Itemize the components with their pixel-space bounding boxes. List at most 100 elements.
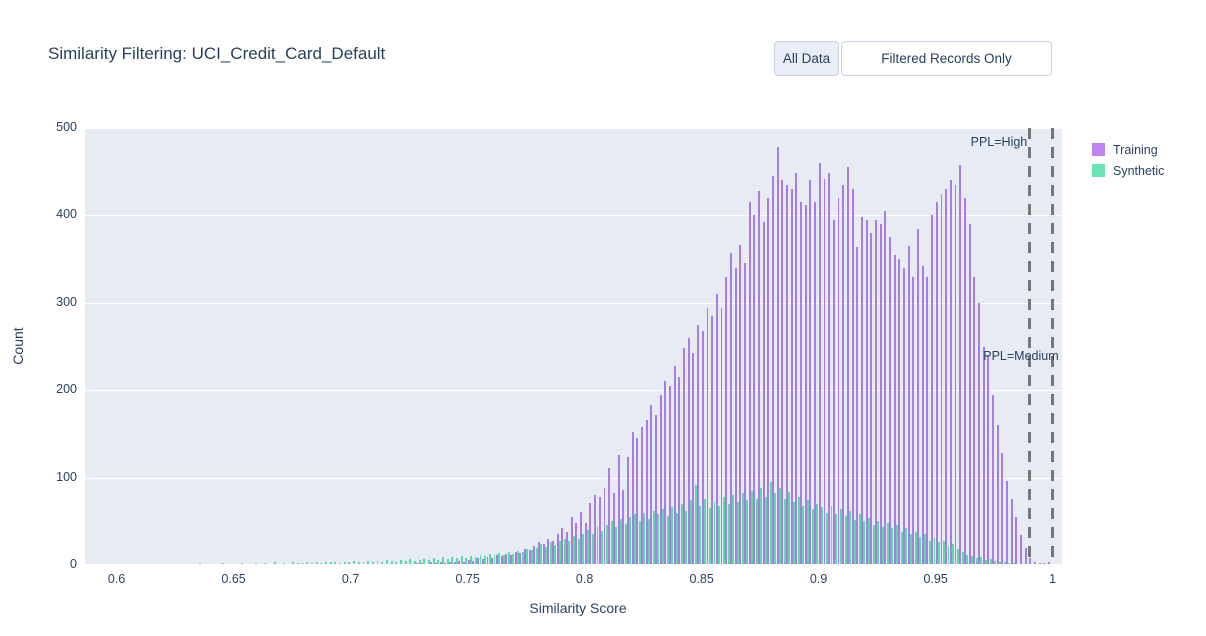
histogram-bar-synthetic <box>442 557 445 565</box>
histogram-bar-training <box>991 394 994 565</box>
histogram-bar-training <box>804 204 807 565</box>
y-tick-label: 200 <box>56 382 77 397</box>
histogram-bar-synthetic <box>596 526 599 565</box>
all-data-button[interactable]: All Data <box>774 41 839 76</box>
histogram-bar-synthetic <box>765 496 767 565</box>
legend-item-synthetic[interactable]: Synthetic <box>1092 160 1164 181</box>
histogram-bar-synthetic <box>835 514 838 565</box>
histogram-bar-synthetic <box>423 558 426 565</box>
histogram-bar-synthetic <box>474 557 477 565</box>
legend-item-training[interactable]: Training <box>1092 139 1164 160</box>
histogram-bar-training <box>1048 561 1051 565</box>
histogram-bar-training <box>467 559 470 565</box>
histogram-bar-synthetic <box>381 561 384 565</box>
histogram-bar-training <box>1024 547 1027 565</box>
histogram-bar-training <box>1006 481 1008 565</box>
histogram-bar-training <box>786 184 788 565</box>
histogram-bar-synthetic <box>573 536 576 565</box>
histogram-bar-training <box>874 219 877 565</box>
histogram-bar-training <box>1020 535 1022 565</box>
histogram-bar-training <box>739 245 742 565</box>
histogram-bar-synthetic <box>853 519 856 565</box>
histogram-bar-training <box>893 254 896 565</box>
histogram-bar-synthetic <box>643 512 646 565</box>
histogram-bar-synthetic <box>456 558 459 565</box>
histogram-bar-synthetic <box>399 559 402 565</box>
y-tick-label: 400 <box>56 207 77 222</box>
histogram-bar-synthetic <box>713 502 716 565</box>
histogram-bar-synthetic <box>273 562 276 565</box>
histogram-bar-synthetic <box>802 505 805 565</box>
histogram-bar-synthetic <box>910 533 913 565</box>
histogram-bar-synthetic <box>535 547 538 565</box>
histogram-bar-synthetic <box>615 526 618 565</box>
histogram-bar-training <box>1015 516 1018 565</box>
histogram-bar-synthetic <box>432 558 435 565</box>
histogram-bar-synthetic <box>975 558 978 565</box>
histogram-bar-synthetic <box>821 507 824 565</box>
histogram-bar-training <box>617 454 620 565</box>
histogram-bar-training <box>640 426 643 565</box>
histogram-bar-training <box>837 197 840 565</box>
histogram-bar-synthetic <box>549 542 552 565</box>
histogram-bar-training <box>486 557 489 565</box>
threshold-line <box>1051 128 1055 565</box>
histogram-bar-synthetic <box>680 503 683 565</box>
histogram-bar-synthetic <box>938 542 941 565</box>
histogram-bar-training <box>926 276 929 565</box>
histogram-bar-synthetic <box>666 516 669 565</box>
histogram-bar-training <box>982 346 985 565</box>
histogram-bar-synthetic <box>966 554 969 565</box>
histogram-bar-training <box>734 267 737 565</box>
histogram-bar-training <box>753 215 756 565</box>
histogram-bar-training <box>533 545 536 565</box>
histogram-bar-training <box>701 330 704 565</box>
histogram-bar-training <box>870 232 873 565</box>
histogram-bar-training <box>954 184 957 565</box>
histogram-bar-synthetic <box>807 500 810 565</box>
gridline <box>85 302 1062 304</box>
histogram-bar-training <box>860 217 863 565</box>
histogram-bar-training <box>612 493 615 565</box>
histogram-bar-training <box>687 337 690 565</box>
histogram-bar-training <box>519 552 522 565</box>
histogram-bar-synthetic <box>357 562 360 565</box>
histogram-bar-synthetic <box>1003 562 1006 565</box>
histogram-bar-synthetic <box>531 550 533 565</box>
histogram-bar-synthetic <box>629 516 632 565</box>
histogram-bar-training <box>865 219 868 565</box>
histogram-bar-synthetic <box>741 493 744 565</box>
histogram-bar-training <box>505 553 508 565</box>
histogram-bar-training <box>603 488 606 565</box>
histogram-bar-synthetic <box>587 530 590 565</box>
plot-area[interactable]: PPL=High PPL=Medium <box>85 128 1062 565</box>
histogram-bar-training <box>659 394 662 565</box>
histogram-bar-synthetic <box>676 512 679 565</box>
gridline <box>85 390 1062 392</box>
histogram-bar-synthetic <box>498 552 501 565</box>
histogram-bar-synthetic <box>657 514 660 565</box>
histogram-bar-training <box>631 432 634 565</box>
histogram-bar-training <box>790 189 793 565</box>
histogram-bar-synthetic <box>362 561 365 565</box>
histogram-bar-synthetic <box>545 546 547 565</box>
histogram-bar-synthetic <box>605 524 608 565</box>
histogram-bar-synthetic <box>722 496 725 565</box>
histogram-bar-training <box>977 302 980 565</box>
histogram-bar-synthetic <box>793 502 796 565</box>
x-tick-label: 0.8 <box>575 572 594 586</box>
histogram-bar-synthetic <box>512 553 515 565</box>
filtered-records-button[interactable]: Filtered Records Only <box>841 41 1052 76</box>
histogram-bar-training <box>692 352 695 565</box>
histogram-bar-synthetic <box>970 556 973 565</box>
threshold-line <box>1027 128 1031 565</box>
histogram-bar-training <box>589 502 592 565</box>
histogram-bar-training <box>584 523 587 565</box>
histogram-bar-training <box>514 551 517 565</box>
histogram-bar-training <box>580 511 583 565</box>
histogram-bar-training <box>697 324 700 565</box>
histogram-bar-synthetic <box>371 561 374 565</box>
y-tick-label: 0 <box>70 557 77 571</box>
histogram-bar-training <box>959 164 962 565</box>
x-tick-label: 0.6 <box>107 572 126 586</box>
